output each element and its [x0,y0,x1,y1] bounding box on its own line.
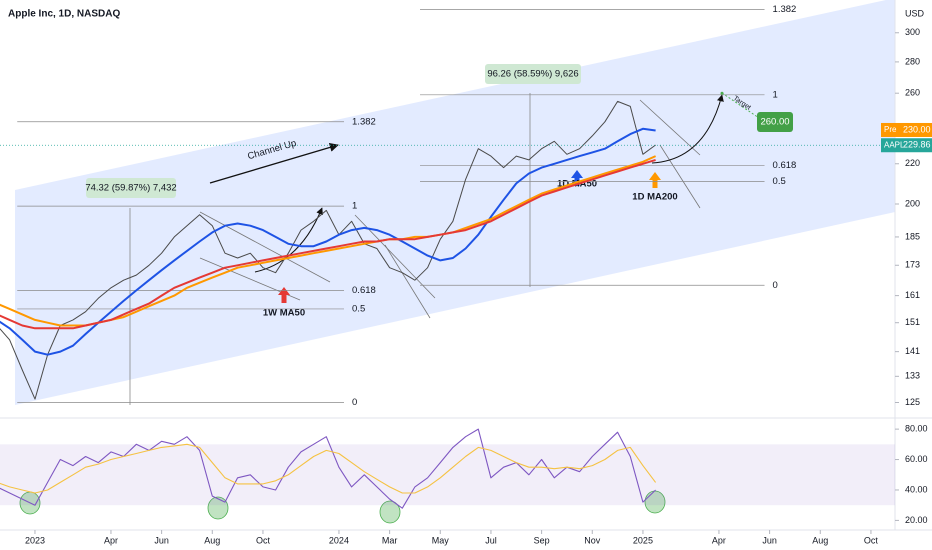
x-tick-label: Oct [864,535,879,545]
x-tick-label: Oct [256,535,271,545]
measure-box [485,64,581,84]
ma-label: 1W MA50 [263,308,305,319]
y-tick-label: 220 [905,158,920,168]
target-box [757,112,793,132]
x-tick-label: May [432,535,450,545]
x-tick-label: Jun [762,535,777,545]
arrow-up [278,287,290,303]
fib-label: 1 [773,89,778,100]
fib-label: 0.618 [773,160,797,171]
x-tick-label: Mar [382,535,398,545]
x-tick-label: Nov [584,535,601,545]
rsi-lows [19,490,666,524]
series-line [0,100,656,400]
fib-label: 1.382 [773,4,797,15]
price-name: AAPL [884,140,905,149]
y-tick-label: 60.00 [905,454,928,464]
y-tick-label: 80.00 [905,424,928,434]
measure-box [86,178,176,198]
fib-label: 1.382 [352,116,376,127]
x-tick-label: 2024 [329,535,349,545]
measure-label: 96.26 (58.59%) 9,626 [487,69,578,80]
fib-label: 0.5 [773,176,786,187]
y-tick-label: 161 [905,290,920,300]
fib-label: 0.5 [352,303,365,314]
y-tick-label: 200 [905,198,920,208]
x-tick-label: Apr [712,535,726,545]
y-tick-label: 20.00 [905,515,928,525]
price-name: Pre [884,125,897,134]
x-tick-label: Aug [204,535,220,545]
y-tick-label: 185 [905,231,920,241]
fib-label: 0 [352,397,357,408]
series-line [0,158,656,330]
x-tick-label: Sep [534,535,550,545]
arrow-up [571,170,583,186]
x-tick-label: Apr [104,535,118,545]
target-point [720,91,724,95]
y-tick-label: 141 [905,346,920,356]
series-line [0,443,657,494]
series-line [0,428,656,509]
price-value: 229.86 [903,140,931,150]
measure-lines [129,93,531,405]
measure-label: 74.32 (59.87%) 7,432 [85,183,176,194]
x-tick-label: 2023 [25,535,45,545]
y-tick-label: 280 [905,56,920,66]
target-value: 260.00 [760,117,789,128]
y-tick-label: 133 [905,371,920,381]
channel-arrow [209,142,339,184]
y-tick-label: 173 [905,260,920,270]
currency: USD [905,8,925,18]
price-value: 230.00 [903,124,931,134]
x-tick-label: 2025 [633,535,653,545]
y-tick-label: 151 [905,317,920,327]
y-tick-label: 260 [905,88,920,98]
fib-label: 0.618 [352,285,376,296]
fib-label: 1 [352,201,357,212]
price-box [881,138,932,153]
target-line [721,92,766,123]
x-tick-label: Aug [812,535,828,545]
projection-arrow [651,94,724,164]
fib-label: 0 [773,280,778,291]
chart-title: Apple Inc, 1D, NASDAQ [8,9,120,20]
y-tick-label: 40.00 [905,484,928,494]
x-tick-label: Jul [485,535,497,545]
x-tick-label: Jun [154,535,169,545]
ma-label: 1D MA200 [632,192,677,203]
price-box [881,122,932,137]
arrow-up [649,172,661,188]
y-tick-label: 125 [905,397,920,407]
series-line [0,127,656,356]
channel-band [15,0,895,405]
y-tick-label: 300 [905,27,920,37]
